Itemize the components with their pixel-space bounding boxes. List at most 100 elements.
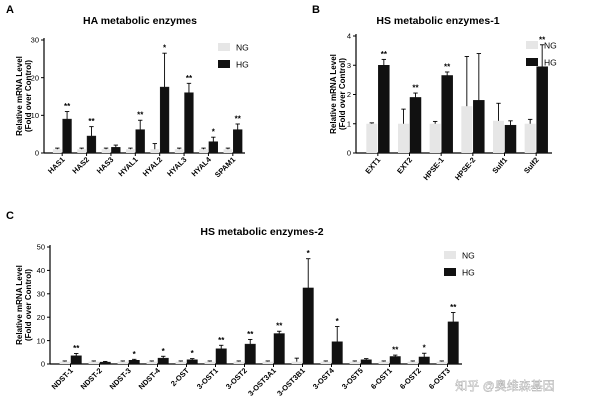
panel-c-legend-label-hg: HG [462, 268, 475, 278]
panel-a-bar-hg [62, 118, 72, 154]
panel-a-y-tick-label: 20 [31, 73, 39, 82]
panel-c-y-axis-title-line: Relative mRNA Level [15, 265, 24, 345]
panel-c-bar-hg [186, 359, 198, 365]
panel-a-significance-marker: * [163, 44, 167, 53]
panel-c-significance-marker: ** [73, 344, 80, 353]
panel-a-legend-swatch-hg [218, 60, 230, 68]
panel-c-bar-hg [70, 355, 82, 365]
panel-a-title: HA metabolic enzymes [83, 15, 197, 27]
panel-b-category-label: Sulf2 [522, 156, 541, 176]
panel-c-chart: C HS metabolic enzymes-2 0 10 20 30 40 50 Rela… [6, 210, 475, 398]
panel-b-bar-ng [461, 106, 473, 153]
panel-c-bar-hg [418, 356, 430, 365]
panel-c-bar-hg [389, 356, 401, 365]
panel-b-significance-marker: ** [539, 35, 546, 44]
panel-c-bar-ng [407, 361, 418, 364]
panel-c-category-label: NDST-2 [79, 366, 104, 391]
panel-b-category-label: HPSE-1 [421, 156, 445, 183]
panel-c-bar-hg [302, 287, 314, 365]
panel-c-y-axis-title: Relative mRNA Level(Fold over Control) [15, 265, 33, 345]
panel-b-y-axis-title-line: (Fold over Control) [338, 58, 347, 130]
panel-c-bar-ng [146, 361, 157, 364]
panel-c-legend-label-ng: NG [462, 251, 475, 261]
panel-c-bar-ng [291, 361, 302, 364]
panel-c-bar-ng [436, 361, 447, 364]
panel-a-chart: A HA metabolic enzymes 0 10 20 30 Relative m… [6, 4, 249, 179]
panel-b-category-label: Sulf1 [490, 156, 509, 176]
panel-b-significance-marker: ** [412, 84, 419, 93]
panel-c-bar-hg [99, 361, 111, 365]
panel-c-category-label: 3-OST2 [224, 366, 249, 391]
panel-b-bar-hg [473, 100, 485, 154]
panel-b-category-label: EXT2 [395, 156, 414, 176]
panel-b-y-tick-label: 4 [347, 32, 351, 41]
panel-c-bar-hg [157, 357, 169, 365]
panel-a-bar-ng [52, 149, 62, 153]
panel-b-legend-swatch-ng [526, 41, 538, 49]
panel-c-bar-ng [349, 361, 360, 364]
panel-c-category-label: 3-OST3A1 [246, 366, 278, 398]
panel-b-y-tick-label: 1 [347, 119, 351, 128]
panel-c-title: HS metabolic enzymes-2 [200, 226, 323, 238]
panel-c-significance-marker: * [307, 249, 311, 258]
panel-c-legend-swatch-ng [444, 251, 456, 259]
panel-a-significance-marker: ** [186, 74, 193, 83]
panel-b-bar-ng [524, 123, 536, 153]
panel-a-y-axis-title: Relative mRNA Level(Fold over Control) [15, 56, 33, 136]
panel-c-significance-marker: * [423, 344, 427, 353]
panel-c-category-label: 3-OST1 [195, 366, 220, 391]
panel-a-bar-ng [223, 149, 233, 153]
panel-c-bar-hg [447, 321, 459, 365]
panel-a-bar-hg [135, 129, 145, 154]
panel-c-category-label: 6-OST2 [398, 366, 423, 391]
panel-a-bar-hg [208, 141, 218, 154]
panel-b-legend-swatch-hg [526, 58, 538, 66]
panel-b-y-tick-label: 3 [347, 61, 351, 70]
panel-a-bar-ng [199, 149, 208, 153]
panel-a-bar-ng [77, 149, 87, 153]
panel-a-bar-hg [233, 129, 243, 154]
panel-c-letter: C [6, 210, 14, 222]
panel-c-bar-hg [273, 333, 285, 365]
panel-b-bar-ng [366, 123, 378, 153]
panel-c-y-tick-label: 20 [37, 313, 45, 322]
panel-b-bar-hg [441, 75, 453, 154]
panel-a-category-label: HAS2 [70, 155, 91, 176]
panel-b-bar-ng [493, 120, 504, 153]
panel-c-y-tick-label: 30 [37, 290, 45, 299]
panel-a-category-label: HYAL3 [165, 155, 188, 178]
panel-b-significance-marker: ** [444, 62, 451, 71]
panel-b-legend-label-hg: HG [544, 58, 557, 68]
panel-b-y-tick-label: 2 [347, 90, 351, 99]
panel-c-bar-ng [88, 361, 99, 364]
panel-b-category-label: EXT1 [363, 156, 382, 176]
panel-a-significance-marker: ** [137, 111, 144, 120]
panel-c-category-label: 3-OST3B1 [275, 366, 307, 398]
panel-c-category-label: NDST-1 [50, 366, 75, 391]
panel-b-bar-ng [429, 123, 441, 153]
panel-a-y-tick-label: 30 [31, 36, 39, 45]
panel-b-chart: B HS metabolic enzymes-1 0 1 2 3 4 Relative m… [312, 4, 557, 182]
panel-a-bar-hg [159, 86, 170, 154]
panel-b-title: HS metabolic enzymes-1 [376, 15, 499, 27]
panel-a-bar-hg [111, 147, 121, 154]
panel-c-y-tick-label: 0 [41, 360, 45, 369]
panel-a-category-label: HYAL4 [190, 154, 214, 178]
panel-c-bar-ng [175, 361, 186, 364]
panel-c-bar-hg [215, 348, 227, 365]
panel-c-bar-ng [378, 361, 389, 364]
panel-b-y-tick-label: 0 [347, 149, 351, 158]
panel-c-significance-marker: ** [450, 303, 457, 312]
panel-a-category-label: HAS1 [46, 155, 67, 176]
panel-a-bar-ng [150, 149, 160, 153]
panel-b-bar-hg [409, 97, 422, 154]
panel-c-y-tick-label: 10 [37, 336, 45, 345]
panel-c-category-label: 2-OST [169, 366, 191, 388]
panel-c-y-tick-label: 40 [37, 266, 45, 275]
panel-a-y-tick-label: 10 [31, 111, 39, 120]
panel-c-category-label: 3-OST4 [311, 365, 337, 391]
panel-c-bar-hg [244, 343, 256, 365]
panel-c-category-label: 3-OST5 [340, 366, 365, 391]
panel-c-category-label: NDST-3 [108, 366, 133, 391]
